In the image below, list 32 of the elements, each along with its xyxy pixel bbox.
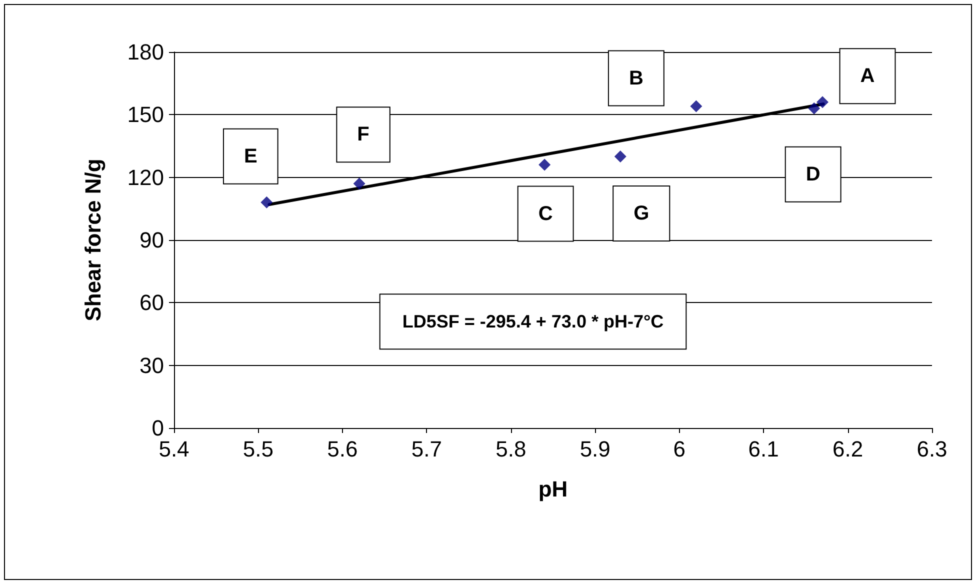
point [353, 178, 366, 190]
x-tick-label: 5.7 [411, 436, 442, 462]
annotation: A [860, 65, 875, 88]
point [816, 96, 829, 108]
x-tick-label: 5.5 [242, 436, 274, 462]
x-tick-label: 6 [673, 436, 686, 462]
annotation: D [806, 163, 820, 186]
y-tick-label: 180 [127, 40, 164, 64]
point [808, 102, 820, 114]
annotation: LD5SF = -295.4 + 73.0 * pH-7°C [402, 312, 664, 332]
y-tick-label: 150 [127, 102, 164, 128]
annotation: G [634, 202, 650, 224]
annotation: B [628, 67, 644, 90]
x-tick-label: 6.1 [748, 436, 779, 462]
annotation: E [244, 145, 258, 168]
point [614, 150, 626, 162]
x-tick-label: 6.2 [832, 436, 864, 462]
y-tick-label: 120 [127, 164, 164, 190]
point [538, 158, 551, 171]
x-tick-label: 5.9 [580, 436, 610, 462]
y-axis-title: Shear force N/g [80, 158, 106, 322]
point [690, 100, 702, 112]
x-tick-label: 5.8 [496, 436, 526, 462]
annotation: C [538, 202, 553, 225]
x-tick-label: 6.3 [916, 436, 948, 462]
x-tick-label: 5.6 [327, 436, 358, 462]
y-tick-label: 90 [140, 228, 164, 252]
annotation: F [357, 124, 370, 146]
y-tick-label: 60 [140, 290, 164, 316]
point [260, 196, 273, 208]
x-axis-title: pH [538, 476, 568, 502]
y-tick-label: 30 [140, 352, 164, 378]
